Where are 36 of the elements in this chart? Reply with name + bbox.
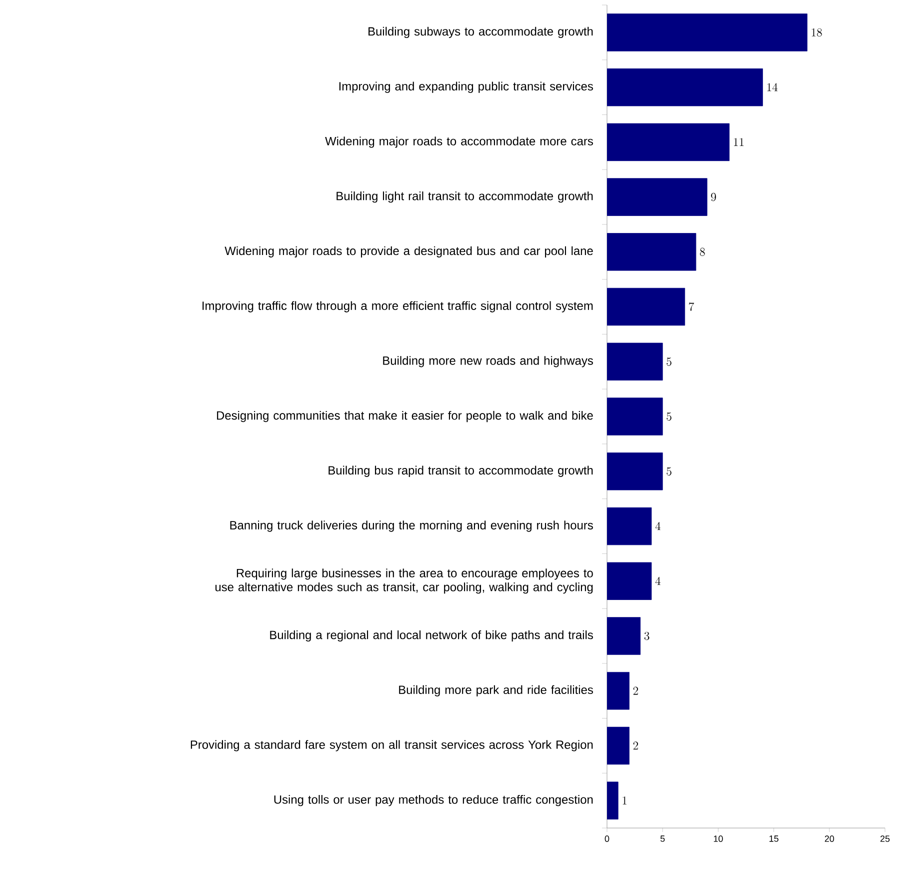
x-tick-label: 15: [770, 836, 778, 842]
x-tick-label: 25: [880, 836, 890, 842]
x-tick-label: 0: [604, 836, 610, 842]
y-tick-label: Designing communities that make it easier for people to walk and bike: [217, 410, 593, 422]
data-label: 2: [633, 742, 638, 750]
x-tick-label: 10: [714, 836, 723, 842]
data-label: 5: [666, 358, 672, 366]
data-label: 4: [655, 522, 661, 530]
y-tick-label: Building more new roads and highways: [383, 356, 593, 368]
y-tick-label: Building subways to accommodate growth: [368, 26, 593, 38]
data-label: 4: [655, 576, 661, 585]
data-label: 5: [666, 412, 672, 421]
y-tick-label: Building light rail transit to accommodate growth: [336, 191, 593, 203]
y-tick-label: Improving and expanding public transit services: [339, 82, 593, 93]
y-tick-label: Building more park and ride facilities: [399, 685, 593, 696]
y-tick-label: Using tolls or user pay methods to reduce traffic congestion: [274, 795, 593, 806]
y-tick-label: Requiring large businesses in the area to encourage employees to use alternative modes such as transit, car pooling, walking and cycling: [215, 568, 593, 594]
data-label: 14: [767, 83, 778, 92]
data-label: 1: [622, 796, 627, 804]
data-label: 18: [812, 28, 822, 37]
data-label: 2: [633, 686, 638, 695]
y-tick-label: Providing a standard fare system on all transit services across York Region: [190, 740, 593, 752]
data-label: 8: [700, 248, 705, 256]
y-tick-label: Building a regional and local network of bike paths and trails: [270, 630, 593, 642]
x-tick-label: 20: [824, 836, 834, 842]
data-label: 11: [734, 138, 744, 146]
data-label: 5: [666, 467, 672, 476]
y-tick-label: Widening major roads to provide a designated bus and car pool lane: [224, 246, 593, 258]
y-tick-label: Banning truck deliveries during the morning and evening rush hours: [230, 520, 593, 532]
data-label: 3: [644, 632, 650, 640]
data-label: 9: [711, 192, 716, 202]
y-tick-label: Widening major roads to accommodate more cars: [325, 136, 593, 148]
y-tick-label: Improving traffic flow through a more efficient traffic signal control system: [202, 301, 593, 312]
x-tick-label: 5: [660, 836, 665, 842]
data-label: 7: [689, 302, 694, 311]
y-tick-label: Building bus rapid transit to accommodate growth: [328, 466, 593, 477]
